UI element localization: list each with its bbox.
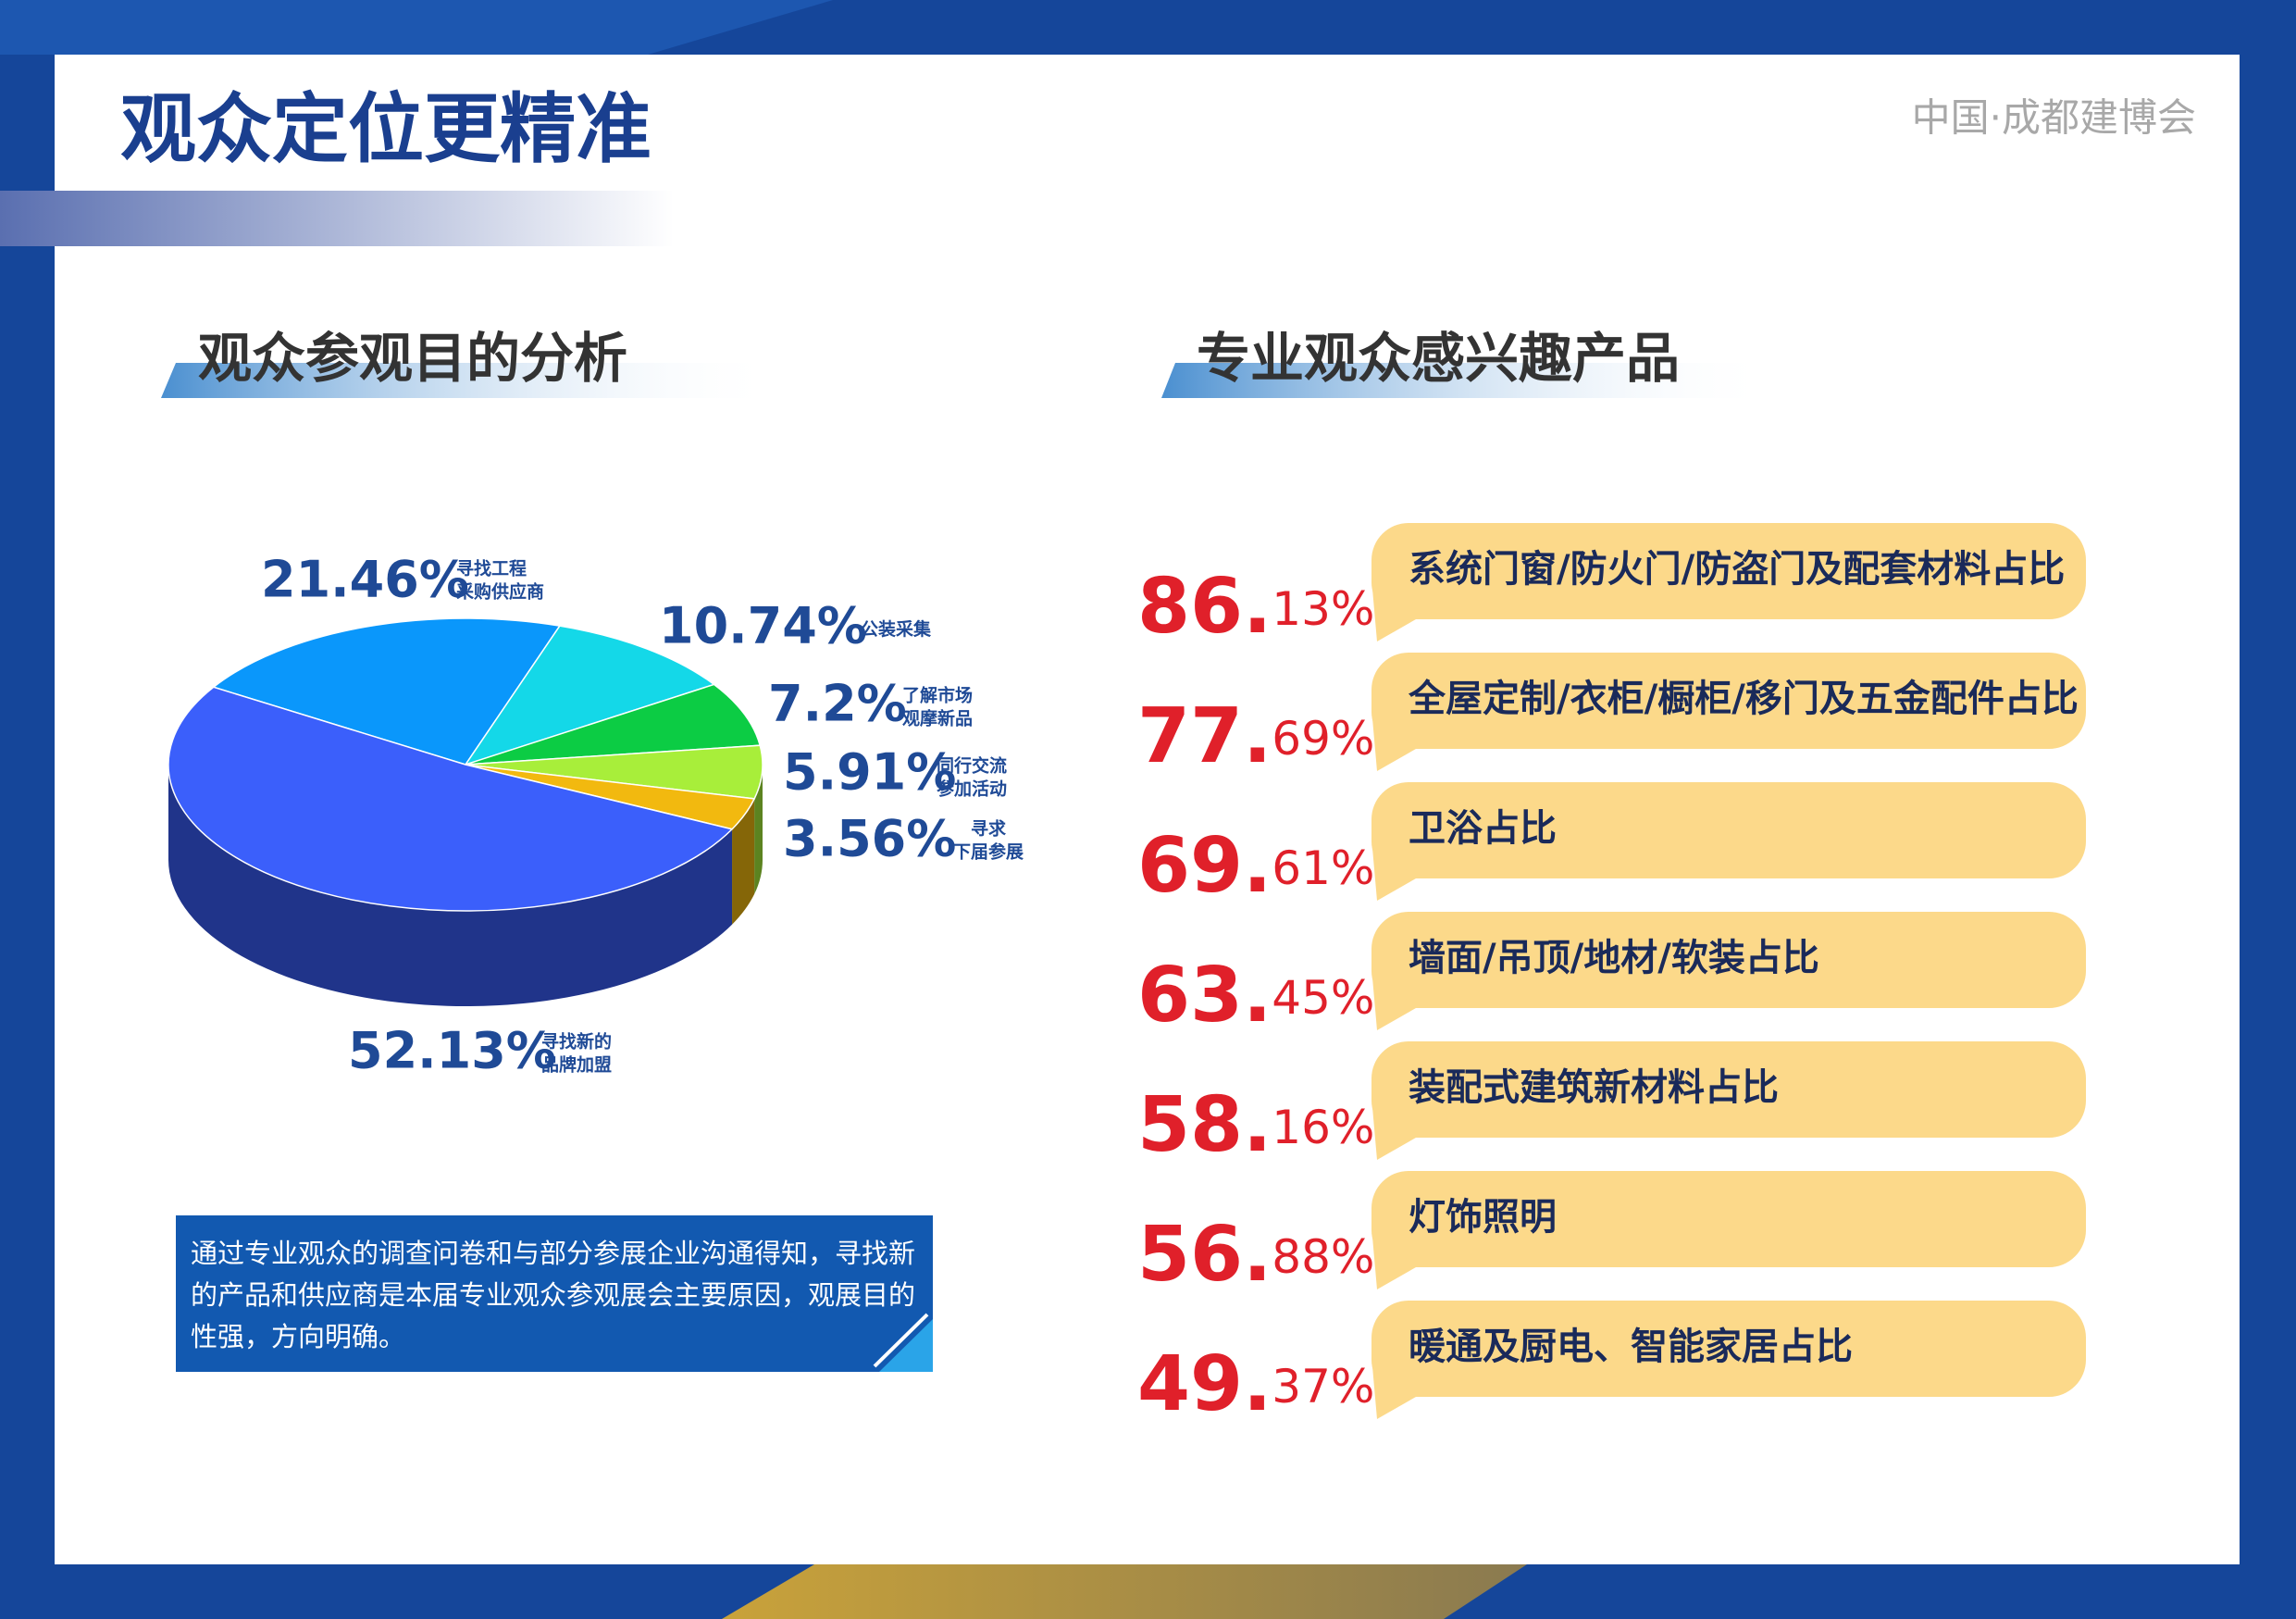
item-label: 墙面/吊顶/地材/软装占比 <box>1409 937 1819 979</box>
section-title: 专业观众感兴趣产品 <box>1197 327 1680 390</box>
bubble <box>1371 523 2086 619</box>
gold-stripe <box>722 1564 1527 1619</box>
pie-value-label: 3.56% <box>783 810 956 868</box>
frame-accent <box>0 0 833 55</box>
bubble-tail <box>1371 579 1416 641</box>
item-label: 卫浴占比 <box>1409 807 1557 850</box>
section-title: 观众参观目的分析 <box>198 327 627 390</box>
pie-category-label: 了解市场观摩新品 <box>902 684 973 729</box>
pie-value-label: 7.2% <box>768 675 907 733</box>
item-value: 77.69% <box>1137 692 1374 780</box>
bubble-tail <box>1371 838 1416 901</box>
pie-side <box>732 798 755 925</box>
pie-side <box>754 765 763 894</box>
item-value: 69.61% <box>1137 822 1374 910</box>
brand: 中国·成都建博会 <box>1912 95 2196 141</box>
item-label: 灯饰照明 <box>1409 1196 1557 1239</box>
item-label: 暖通及厨电、智能家居占比 <box>1409 1326 1853 1368</box>
item-value: 86.13% <box>1137 563 1374 651</box>
bubble-tail <box>1371 708 1416 771</box>
pie-slice <box>464 625 716 766</box>
item-value: 63.45% <box>1137 952 1374 1040</box>
bubble <box>1371 653 2086 749</box>
pie-value-label: 21.46% <box>261 551 469 609</box>
item-label: 装配式建筑新材料占比 <box>1409 1066 1779 1109</box>
bubble-tail <box>1371 1227 1416 1289</box>
section-band <box>161 363 776 398</box>
item-value: 49.37% <box>1137 1340 1374 1428</box>
note-text: 通过专业观众的调查问卷和与部分参展企业沟通得知，寻找新的产品和供应商是本届专业观… <box>191 1238 916 1352</box>
pie-category-label: 公装采集 <box>861 618 932 640</box>
bubble <box>1371 1041 2086 1138</box>
bubble <box>1371 1171 2086 1267</box>
section-band <box>1161 363 1771 398</box>
note-corner-line <box>873 1313 929 1368</box>
pie-category-label: 寻找工程采购供应商 <box>456 558 544 602</box>
note-box <box>176 1215 933 1372</box>
note-corner <box>879 1319 933 1372</box>
pie-category-label: 寻找新的品牌加盟 <box>541 1030 612 1075</box>
item-value: 58.16% <box>1137 1081 1374 1169</box>
bubble <box>1371 782 2086 878</box>
bubble-tail <box>1371 1356 1416 1419</box>
pie-slice <box>465 683 762 766</box>
pie-value-label: 10.74% <box>659 597 867 655</box>
pie-side <box>168 765 733 1007</box>
bubble <box>1371 1301 2086 1397</box>
pie-value-label: 5.91% <box>783 743 956 802</box>
pie-value-label: 52.13% <box>348 1022 556 1080</box>
bubble-tail <box>1371 967 1416 1030</box>
pie-slice <box>168 686 734 912</box>
item-value: 56.88% <box>1137 1211 1374 1299</box>
pie-category-label: 同行交流参加活动 <box>937 754 1007 799</box>
bubble <box>1371 912 2086 1008</box>
page-title: 观众定位更精准 <box>120 85 652 173</box>
pie-category-label: 寻求下届参展 <box>953 817 1024 862</box>
item-label: 全屋定制/衣柜/橱柜/移门及五金配件占比 <box>1408 678 2079 720</box>
item-label: 系统门窗/防火门/防盗门及配套材料占比 <box>1409 548 2065 591</box>
bubble-tail <box>1371 1097 1416 1160</box>
title-bar <box>0 191 674 246</box>
pie-slice <box>212 617 562 766</box>
